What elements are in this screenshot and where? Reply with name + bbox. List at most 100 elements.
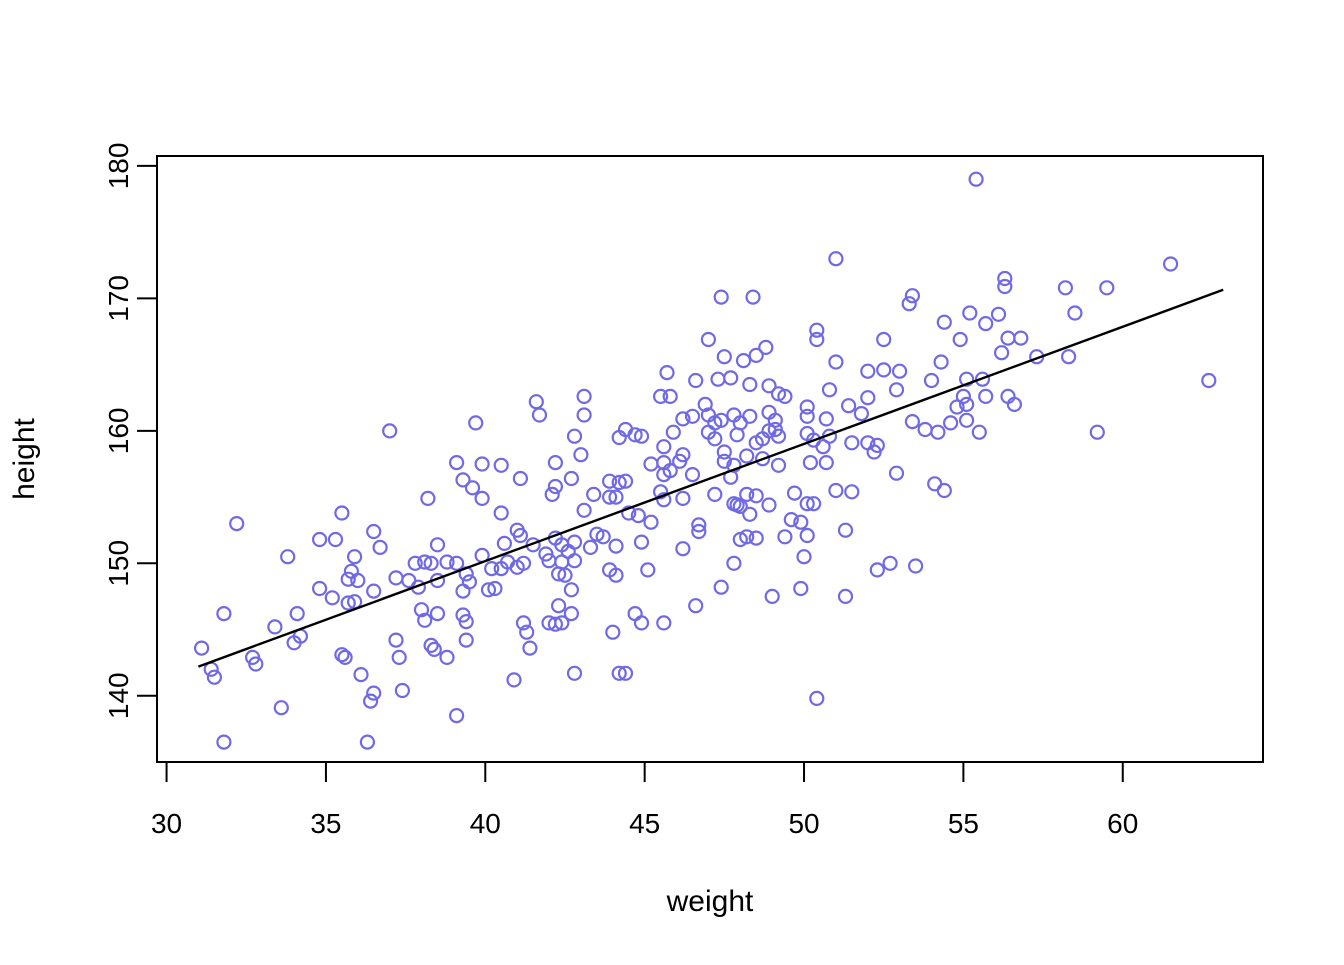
data-point (350, 572, 366, 589)
data-point (429, 605, 446, 622)
data-point (439, 649, 455, 666)
data-point (713, 289, 729, 305)
data-point (576, 388, 592, 404)
data-point (550, 566, 567, 582)
data-point (770, 457, 787, 473)
data-point (748, 347, 764, 363)
data-point (799, 527, 815, 544)
data-point (608, 538, 624, 554)
data-point (601, 489, 618, 505)
data-point (522, 640, 538, 656)
data-point (716, 453, 732, 469)
data-point (828, 482, 844, 499)
y-tick-label: 150 (103, 540, 134, 587)
data-point (273, 700, 289, 716)
x-tick-label: 55 (948, 808, 979, 839)
trend-line-layer (197, 288, 1224, 668)
data-point (971, 424, 987, 440)
data-point (550, 598, 567, 614)
data-point (544, 486, 560, 502)
data-point (723, 370, 739, 386)
data-point (506, 672, 522, 688)
data-point (952, 331, 968, 348)
data-point (601, 473, 618, 489)
data-point (837, 588, 854, 605)
x-axis-title: weight (666, 885, 754, 918)
data-point (528, 394, 544, 410)
data-point (382, 423, 398, 439)
data-point (359, 734, 375, 750)
data-point (697, 396, 713, 412)
data-point (882, 555, 898, 571)
data-point (844, 484, 860, 500)
data-point (930, 424, 946, 440)
data-point (547, 478, 564, 495)
data-point (423, 637, 439, 654)
data-point (1013, 330, 1029, 346)
data-point (1089, 424, 1105, 440)
data-point (582, 539, 599, 556)
data-point (710, 371, 726, 387)
data-point (608, 567, 624, 583)
y-tick-label: 140 (103, 672, 134, 719)
data-point (675, 541, 691, 557)
data-point (563, 605, 580, 622)
points-layer (194, 171, 1217, 750)
data-point (617, 473, 634, 489)
data-point (796, 549, 812, 565)
data-point (793, 580, 809, 597)
data-point (707, 431, 723, 447)
data-point (764, 588, 780, 605)
data-point (777, 529, 793, 545)
data-point (997, 270, 1013, 287)
data-point (407, 555, 423, 571)
data-point (652, 388, 669, 404)
data-point (573, 447, 589, 463)
data-point (391, 649, 407, 666)
data-point (659, 365, 675, 381)
data-point (1006, 396, 1023, 412)
data-point (684, 467, 701, 483)
data-point (480, 582, 497, 598)
data-point (688, 372, 704, 389)
data-point (576, 407, 592, 423)
data-point (1000, 330, 1016, 346)
data-point (458, 632, 474, 648)
data-point (608, 489, 624, 505)
data-point (429, 537, 446, 553)
data-point (907, 558, 924, 574)
data-point (493, 505, 509, 521)
data-point (426, 641, 442, 658)
data-point (656, 439, 672, 455)
data-point (611, 429, 627, 446)
data-point (621, 505, 637, 521)
data-point (860, 363, 876, 379)
data-point (531, 407, 548, 423)
data-point (904, 288, 921, 304)
data-point (547, 616, 564, 632)
data-point (742, 506, 758, 522)
data-point (707, 486, 723, 502)
data-point (876, 331, 892, 348)
data-point (633, 615, 650, 631)
data-point (742, 408, 758, 424)
data-point (630, 507, 646, 524)
data-point (455, 583, 471, 599)
data-point (656, 615, 672, 631)
data-point (312, 531, 328, 548)
data-point (656, 492, 672, 508)
data-point (1057, 280, 1074, 296)
data-point (809, 690, 825, 707)
data-point (754, 451, 771, 467)
data-point (786, 485, 803, 501)
data-point (758, 339, 774, 355)
data-point (732, 531, 748, 548)
data-point (917, 421, 933, 438)
data-point (216, 734, 232, 750)
data-point (1201, 372, 1217, 389)
data-point (605, 624, 621, 640)
data-point (853, 406, 870, 422)
data-point (837, 522, 854, 538)
data-point (745, 289, 761, 305)
